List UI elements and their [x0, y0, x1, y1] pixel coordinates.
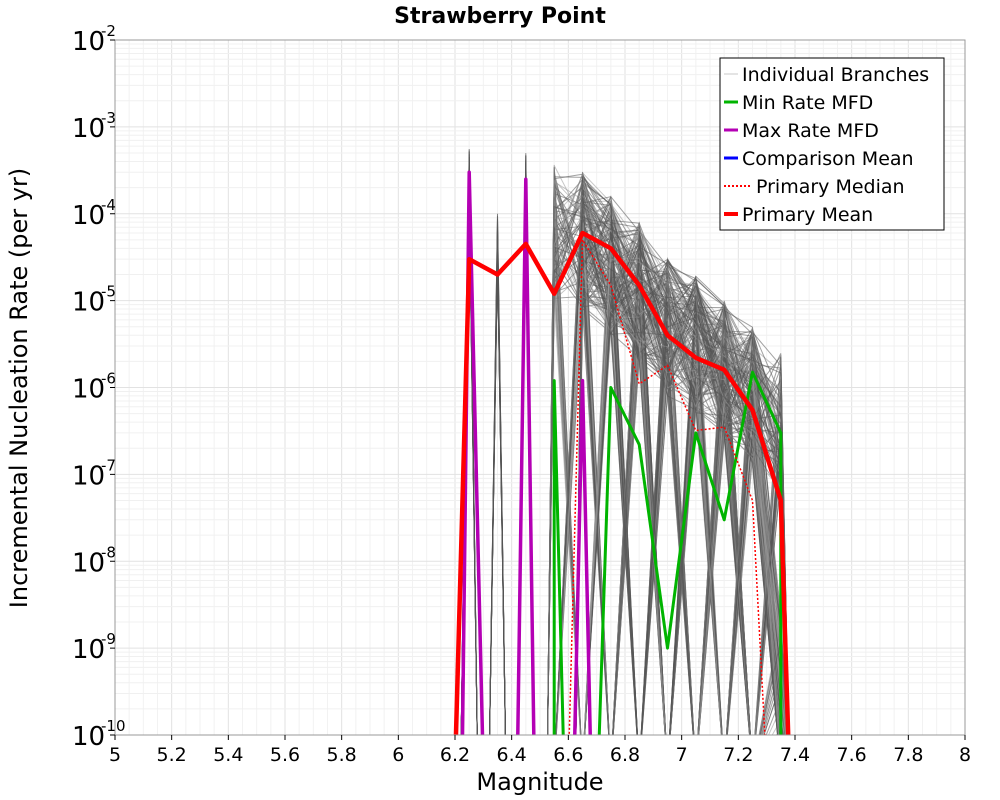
- branch-line: [547, 172, 790, 735]
- branch-line: [555, 286, 779, 735]
- branch-spike: [489, 252, 506, 735]
- y-tick-base: 10: [72, 722, 105, 752]
- y-tick-base: 10: [72, 461, 105, 491]
- legend-label: Individual Branches: [742, 64, 929, 86]
- branch-line: [547, 268, 779, 735]
- x-tick-label: 7.2: [723, 744, 753, 766]
- x-axis-ticks: 5 5.2 5.4 5.6 5.8 6 6.2 6.4 6.6 6.8 7 7.2 7.4 7.6 7.8 8: [109, 735, 971, 766]
- legend-box: [719, 57, 945, 231]
- x-tick-label: 5.4: [213, 744, 243, 766]
- y-tick-exponent: -5: [101, 283, 116, 301]
- legend-label: Primary Mean: [742, 204, 873, 226]
- legend: Individual Branches Min Rate MFD Max Rate …: [719, 57, 945, 231]
- x-tick-label: 5: [109, 744, 121, 766]
- x-tick-label: 6.4: [497, 744, 527, 766]
- grid: [114, 40, 966, 736]
- y-tick-exponent: -8: [101, 543, 116, 561]
- legend-label: Min Rate MFD: [742, 92, 873, 114]
- y-tick-label: 10-2: [72, 22, 116, 57]
- branch-line: [583, 259, 788, 735]
- x-tick-label: 5.8: [327, 744, 357, 766]
- x-tick-label: 5.2: [157, 744, 187, 766]
- branch-line: [547, 229, 789, 735]
- y-tick-label: 10-5: [72, 283, 116, 318]
- x-tick-label: 7.4: [780, 744, 810, 766]
- y-axis-label: Incremental Nucleation Rate (per yr): [5, 168, 33, 608]
- branch-line: [547, 247, 789, 735]
- x-tick-label: 5.6: [270, 744, 300, 766]
- y-tick-exponent: -3: [101, 109, 116, 127]
- branch-line: [575, 222, 787, 735]
- x-tick-label: 7: [676, 744, 688, 766]
- x-tick-label: 7.8: [893, 744, 923, 766]
- branch-line: [547, 233, 789, 735]
- branch-line: [584, 246, 789, 735]
- x-tick-label: 6: [392, 744, 404, 766]
- y-tick-label: 10-7: [72, 456, 116, 491]
- y-tick-exponent: -10: [101, 717, 126, 735]
- legend-label: Primary Median: [756, 176, 905, 198]
- series-line-primary-mean: [453, 230, 791, 735]
- y-tick-label: 10-3: [72, 109, 116, 144]
- branch-line: [547, 165, 789, 735]
- branch-line: [555, 208, 788, 735]
- y-tick-base: 10: [72, 27, 105, 57]
- series-line-min-rate-mfd: [552, 370, 783, 735]
- branch-line: [547, 188, 787, 735]
- y-tick-label: 10-4: [72, 196, 116, 231]
- branch-line: [547, 197, 751, 735]
- y-tick-exponent: -2: [101, 22, 116, 40]
- y-tick-exponent: -6: [101, 370, 116, 388]
- branch-line: [547, 180, 789, 735]
- y-tick-base: 10: [72, 288, 105, 318]
- y-tick-label: 10-10: [72, 717, 126, 752]
- y-tick-base: 10: [72, 375, 105, 405]
- y-tick-label: 10-8: [72, 543, 116, 578]
- y-tick-exponent: -9: [101, 630, 116, 648]
- x-tick-label: 7.6: [837, 744, 867, 766]
- series-line-max-rate-mfd: [460, 170, 592, 735]
- branch-line: [547, 205, 790, 735]
- x-tick-label: 6.6: [553, 744, 583, 766]
- series-group: [453, 170, 791, 735]
- x-tick-label: 8: [959, 744, 971, 766]
- y-tick-label: 10-9: [72, 630, 116, 665]
- series-line-primary-median: [568, 239, 766, 735]
- chart-title: Strawberry Point: [394, 4, 606, 29]
- x-axis-label: Magnitude: [476, 768, 603, 796]
- x-tick-label: 6.2: [440, 744, 470, 766]
- y-tick-base: 10: [72, 114, 105, 144]
- y-tick-label: 10-6: [72, 370, 116, 405]
- x-tick-label: 6.8: [610, 744, 640, 766]
- branch-line: [575, 228, 789, 735]
- legend-label: Comparison Mean: [742, 148, 914, 170]
- branch-line: [575, 181, 789, 735]
- y-tick-base: 10: [72, 548, 105, 578]
- y-tick-base: 10: [72, 201, 105, 231]
- legend-label: Max Rate MFD: [742, 120, 879, 142]
- y-tick-base: 10: [72, 635, 105, 665]
- y-tick-exponent: -4: [101, 196, 116, 214]
- y-tick-exponent: -7: [101, 456, 116, 474]
